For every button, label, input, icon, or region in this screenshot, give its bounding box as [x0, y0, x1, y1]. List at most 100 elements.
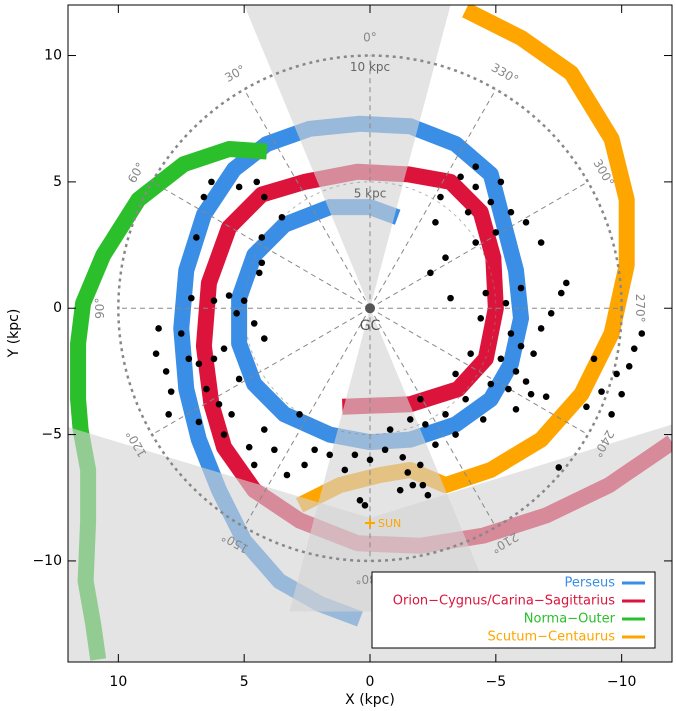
- data-point: [193, 234, 200, 241]
- data-point: [487, 198, 495, 206]
- x-tick-label: 0: [366, 674, 375, 690]
- data-point: [210, 355, 218, 363]
- data-point: [638, 330, 646, 337]
- data-point: [472, 183, 480, 191]
- data-point: [432, 441, 439, 448]
- data-point: [462, 395, 469, 403]
- data-point: [396, 486, 404, 494]
- data-point: [472, 239, 480, 246]
- data-point: [497, 355, 505, 363]
- data-point: [512, 368, 520, 375]
- data-point: [228, 411, 235, 418]
- grid-radial: [369, 89, 497, 309]
- data-point: [590, 355, 598, 363]
- data-point: [530, 350, 537, 358]
- marker: [365, 303, 375, 314]
- data-point: [507, 208, 515, 216]
- data-point: [517, 342, 525, 350]
- data-point: [250, 320, 258, 327]
- data-point: [432, 219, 439, 226]
- data-point: [261, 426, 268, 433]
- grid-radial: [151, 181, 371, 309]
- data-point: [258, 259, 266, 267]
- data-point: [220, 345, 228, 352]
- data-point: [203, 385, 210, 393]
- data-point: [457, 173, 464, 181]
- data-point: [386, 426, 394, 433]
- data-point: [613, 370, 620, 378]
- data-point: [505, 385, 512, 393]
- data-point: [527, 390, 535, 398]
- data-point: [271, 446, 278, 454]
- data-point: [537, 239, 545, 246]
- data-point: [235, 375, 243, 383]
- ring-label: 10 kpc: [350, 60, 390, 74]
- data-point: [188, 294, 195, 302]
- data-point: [442, 254, 449, 261]
- data-point: [409, 481, 417, 489]
- data-point: [225, 292, 233, 299]
- data-point: [555, 464, 563, 471]
- grid-radial: [243, 89, 371, 309]
- data-point: [452, 431, 459, 438]
- data-point: [399, 454, 407, 461]
- data-point: [351, 451, 359, 459]
- x-tick-label: 5: [240, 674, 249, 690]
- data-point: [356, 496, 364, 504]
- data-point: [507, 330, 515, 337]
- data-point: [472, 163, 480, 171]
- data-point: [167, 388, 175, 395]
- data-point: [517, 284, 525, 292]
- data-point: [452, 370, 459, 378]
- data-point: [497, 178, 505, 186]
- x-tick-label: −10: [607, 674, 637, 690]
- marker: [365, 518, 375, 529]
- x-tick-label: 10: [109, 674, 127, 690]
- data-point: [200, 193, 208, 201]
- data-point: [482, 289, 490, 297]
- data-point: [537, 325, 545, 332]
- data-point: [326, 451, 334, 459]
- data-point: [195, 418, 203, 426]
- data-point: [563, 279, 570, 287]
- grid-radial: [369, 307, 497, 528]
- grid-ring: [117, 54, 623, 563]
- data-point: [583, 403, 590, 411]
- data-point: [233, 309, 240, 317]
- data-point: [479, 416, 487, 423]
- data-point: [162, 368, 170, 375]
- data-point: [155, 325, 162, 332]
- legend-label: Scutum−Centaurus: [487, 630, 615, 645]
- data-point: [502, 299, 510, 307]
- data-point: [195, 360, 203, 368]
- data-point: [417, 395, 424, 403]
- y-tick-label: 0: [53, 300, 62, 316]
- data-point: [625, 363, 633, 370]
- data-point: [253, 178, 261, 186]
- data-point: [522, 378, 530, 385]
- data-point: [547, 309, 555, 317]
- data-point: [220, 431, 228, 438]
- data-point: [492, 229, 500, 236]
- data-point: [512, 406, 520, 413]
- y-tick-label: 5: [53, 174, 62, 190]
- data-point: [235, 183, 243, 191]
- grid-radial: [243, 307, 371, 528]
- data-point: [361, 502, 369, 509]
- data-point: [261, 335, 268, 342]
- data-point: [608, 411, 615, 418]
- data-point: [283, 471, 291, 479]
- ring-label: 5 kpc: [354, 186, 387, 200]
- data-point: [442, 411, 449, 418]
- data-point: [618, 390, 625, 398]
- data-point: [419, 481, 427, 489]
- data-point: [245, 443, 253, 451]
- data-point: [422, 421, 429, 428]
- data-point: [542, 393, 550, 400]
- data-point: [341, 466, 349, 474]
- shaded-region: [244, 5, 451, 309]
- y-tick-label: −5: [41, 427, 62, 443]
- annotation: SUN: [378, 517, 401, 530]
